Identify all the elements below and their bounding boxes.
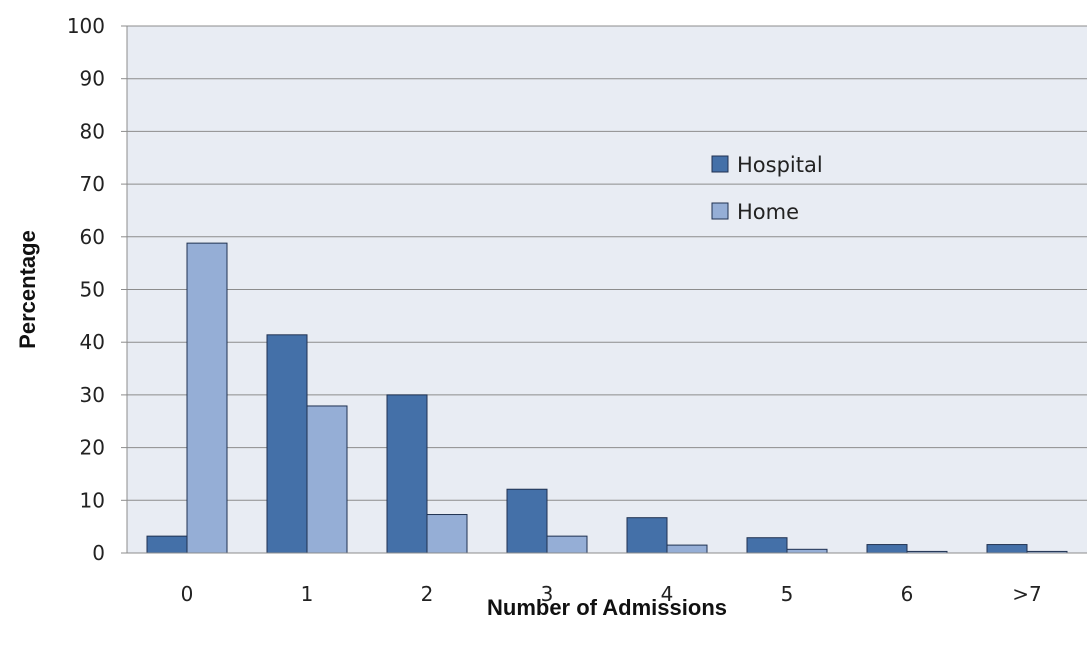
x-axis-ticks: 0 1 2 3 4 5 6 >7 (181, 582, 1042, 606)
x-axis-title: Number of Admissions (487, 595, 727, 620)
y-tick-label: 20 (80, 436, 105, 460)
bar-home-5 (786, 548, 828, 554)
bar-hospital-1 (266, 334, 308, 554)
y-tick-label: 60 (80, 225, 105, 249)
x-tick-label: 3 (541, 582, 554, 606)
y-tick-label: 40 (80, 330, 105, 354)
bar-hospital-6 (866, 544, 908, 554)
bar-home-1 (306, 405, 348, 554)
y-tick-label: 70 (80, 172, 105, 196)
x-tick-label: 2 (421, 582, 434, 606)
y-tick-label: 0 (92, 541, 105, 565)
x-tick-label: 0 (181, 582, 194, 606)
y-tick-label: 80 (80, 119, 105, 143)
y-tick-label: 30 (80, 383, 105, 407)
x-tick-label: 6 (901, 582, 914, 606)
x-tick-label: 4 (661, 582, 674, 606)
x-tick-label: 1 (301, 582, 314, 606)
legend-swatch-hospital (711, 155, 729, 173)
bar-home-2 (426, 514, 468, 554)
x-tick-label: 5 (781, 582, 794, 606)
y-tick-label: 90 (80, 67, 105, 91)
bar-home-3 (546, 535, 588, 554)
bar-home-4 (666, 544, 708, 554)
bars (146, 242, 1068, 554)
legend: Hospital Home (711, 153, 823, 224)
bar-hospital-3 (506, 488, 548, 554)
bar-hospital-2 (386, 394, 428, 554)
bar-hospital-7 (986, 544, 1028, 554)
y-axis-ticks: 0 10 20 30 40 50 60 70 80 90 100 (67, 14, 128, 565)
y-axis-title: Percentage (15, 230, 40, 349)
x-tick-label: >7 (1012, 582, 1041, 606)
y-tick-label: 100 (67, 14, 105, 38)
legend-label-home: Home (737, 200, 799, 224)
bar-home-0 (186, 242, 228, 554)
y-tick-label: 10 (80, 488, 105, 512)
y-tick-label: 50 (80, 278, 105, 302)
legend-label-hospital: Hospital (737, 153, 823, 177)
bar-hospital-0 (146, 535, 188, 554)
bar-hospital-5 (746, 537, 788, 554)
legend-swatch-home (711, 202, 729, 220)
bar-hospital-4 (626, 517, 668, 554)
